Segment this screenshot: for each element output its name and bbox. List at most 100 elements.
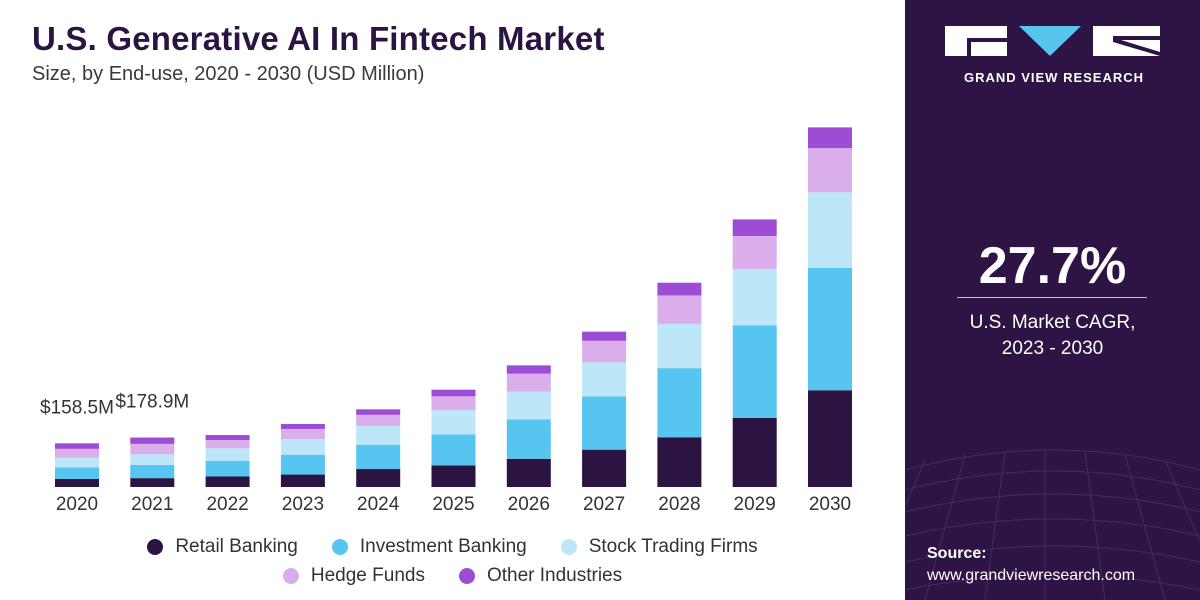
bar-segment-2028-retail-banking [657, 437, 702, 487]
bar-segment-2022-stock-trading-firms [205, 448, 250, 461]
cagr-value: 27.7% [978, 237, 1127, 295]
bar-segment-2022-hedge-funds [205, 440, 250, 449]
bar-segment-2025-stock-trading-firms [431, 410, 476, 435]
x-tick-label: 2023 [282, 494, 324, 515]
bar-segment-2021-retail-banking [130, 478, 175, 487]
sidebar-panel: GRAND VIEW RESEARCH 27.7% U.S. Market CA… [905, 0, 1200, 600]
bar-segment-2027-stock-trading-firms [582, 362, 627, 397]
legend-swatch [331, 538, 348, 555]
bar-segment-2020-retail-banking [55, 478, 99, 487]
bar-segment-2027-investment-banking [582, 396, 627, 450]
legend-item-investment-banking: Investment Banking [331, 535, 527, 558]
bar-segment-2024-other-industries [356, 409, 401, 415]
chart-panel: U.S. Generative AI In Fintech Market Siz… [0, 20, 905, 590]
bar-segment-2026-stock-trading-firms [506, 391, 551, 420]
bar-segment-2030-investment-banking [808, 267, 852, 391]
legend-label: Retail Banking [175, 535, 298, 557]
bar-segment-2028-hedge-funds [657, 295, 702, 324]
bar-segment-2025-investment-banking [431, 434, 476, 466]
legend-swatch [147, 538, 164, 555]
x-tick-label: 2026 [508, 494, 550, 515]
bar-segment-2022-investment-banking [205, 460, 250, 477]
chart-subtitle: Size, by End-use, 2020 - 2030 (USD Milli… [32, 63, 425, 85]
logo-wordmark: GRAND VIEW RESEARCH [963, 70, 1145, 85]
bar-segment-2023-investment-banking [280, 454, 325, 475]
legend-swatch [458, 567, 475, 584]
x-tick-label: 2028 [658, 494, 700, 515]
bar-segment-2024-hedge-funds [356, 414, 401, 426]
bar-segment-2027-other-industries [582, 331, 627, 341]
bar-segment-2026-other-industries [506, 365, 551, 374]
bar-segment-2021-hedge-funds [130, 443, 175, 455]
cagr-divider [957, 297, 1147, 298]
bar-segment-2026-hedge-funds [506, 373, 551, 392]
x-tick-label: 2020 [56, 494, 98, 515]
bar-segment-2024-investment-banking [356, 444, 401, 470]
source-label: Source: [927, 545, 987, 562]
bar-segment-2025-hedge-funds [431, 396, 476, 411]
bar-segment-2029-stock-trading-firms [732, 269, 777, 326]
x-tick-label: 2022 [206, 494, 248, 515]
bar-segment-2020-investment-banking [55, 467, 99, 479]
legend-label: Investment Banking [359, 535, 527, 557]
bar-value-label: $158.5M [40, 397, 114, 418]
bar-segment-2030-other-industries [808, 127, 852, 149]
bar-segment-2029-hedge-funds [732, 236, 777, 270]
bar-segment-2025-retail-banking [431, 465, 476, 487]
bar-segment-2029-retail-banking [732, 417, 777, 487]
stacked-bar-chart: 2020 $158.5M 2021 $178.9M 2022 2023 2024 2025 20… [40, 127, 852, 515]
x-tick-label: 2024 [357, 494, 400, 515]
source-url[interactable]: www.grandviewresearch.com [927, 567, 1136, 584]
legend-row: Hedge Funds Other Industries [0, 561, 905, 590]
x-tick-label: 2030 [809, 494, 851, 515]
bar-segment-2029-other-industries [732, 219, 777, 237]
bar-segment-2022-other-industries [205, 435, 250, 441]
bar-segment-2022-retail-banking [205, 476, 250, 487]
legend-item-other-industries: Other Industries [458, 564, 623, 587]
bar-segment-2023-other-industries [280, 423, 325, 429]
legend-item-stock-trading-firms: Stock Trading Firms [560, 535, 758, 558]
bar-segment-2024-retail-banking [356, 469, 401, 487]
bar-segment-2023-retail-banking [280, 474, 325, 487]
x-tick-label: 2027 [583, 494, 625, 515]
legend-item-hedge-funds: Hedge Funds [282, 564, 425, 587]
legend-item-retail-banking: Retail Banking [147, 536, 298, 558]
bar-segment-2028-other-industries [657, 282, 702, 296]
legend-swatch [282, 567, 299, 584]
bar-segment-2027-hedge-funds [582, 340, 627, 363]
bar-segment-2026-retail-banking [506, 458, 551, 487]
bar-segment-2021-stock-trading-firms [130, 454, 175, 465]
cagr-label: U.S. Market CAGR, 2023 - 2030 [905, 310, 1200, 362]
chart-title: U.S. Generative AI In Fintech Market [32, 20, 605, 57]
grand-view-research-logo [945, 26, 1160, 56]
x-tick-label: 2021 [131, 494, 173, 515]
perspective-grid-decoration [905, 449, 1200, 600]
legend-swatch [560, 538, 577, 555]
bar-segment-2025-other-industries [431, 389, 476, 397]
bar-segment-2021-investment-banking [130, 464, 175, 479]
bar-segment-2023-stock-trading-firms [280, 439, 325, 455]
bar-value-label: $178.9M [115, 392, 189, 413]
bar-segment-2030-hedge-funds [808, 148, 852, 193]
x-tick-label: 2029 [734, 494, 776, 515]
legend-label: Hedge Funds [310, 564, 425, 586]
bar-segment-2029-investment-banking [732, 325, 777, 418]
legend-label: Other Industries [486, 564, 623, 586]
bar-segment-2024-stock-trading-firms [356, 425, 401, 445]
bar-segment-2027-retail-banking [582, 449, 627, 487]
cagr-label-line2: 2023 - 2030 [1001, 338, 1104, 359]
cagr-label-line1: U.S. Market CAGR, [969, 312, 1136, 333]
bar-segment-2020-stock-trading-firms [55, 457, 99, 468]
chart-legend: Retail Banking Investment Banking Stock Tr… [0, 532, 905, 590]
bar-segment-2028-stock-trading-firms [657, 323, 702, 369]
bar-segment-2030-stock-trading-firms [808, 192, 852, 268]
bar-segment-2020-other-industries [55, 443, 99, 449]
legend-label: Stock Trading Firms [588, 535, 758, 557]
bar-segment-2028-investment-banking [657, 368, 702, 438]
bar-segment-2020-hedge-funds [55, 448, 99, 458]
x-tick-label: 2025 [432, 494, 474, 515]
bar-segment-2026-investment-banking [506, 419, 551, 459]
bar-segment-2023-hedge-funds [280, 428, 325, 440]
bar-segment-2030-retail-banking [808, 390, 852, 487]
